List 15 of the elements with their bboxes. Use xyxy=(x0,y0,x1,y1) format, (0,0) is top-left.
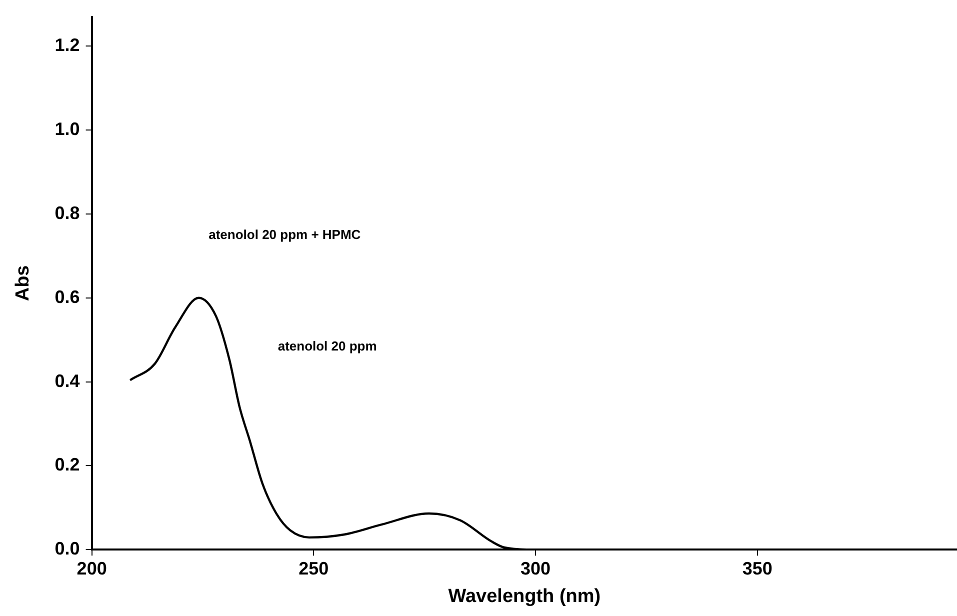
annotation: atenolol 20 ppm xyxy=(278,338,377,354)
y-tick-label: 0.6 xyxy=(54,286,80,307)
x-tick-label: 250 xyxy=(298,558,329,578)
y-tick-label: 0.2 xyxy=(54,454,80,475)
y-tick-label: 0.0 xyxy=(54,538,80,559)
y-tick-label: 1.2 xyxy=(54,35,80,56)
x-tick-label: 200 xyxy=(76,558,107,578)
x-tick-label: 350 xyxy=(742,558,772,578)
x-axis-title: Wavelength (nm) xyxy=(448,586,601,607)
y-axis-title: Abs xyxy=(12,265,34,302)
annotation: atenolol 20 ppm + HPMC xyxy=(208,226,362,242)
x-tick-label: 300 xyxy=(520,558,551,578)
y-tick-label: 0.4 xyxy=(54,370,80,391)
y-tick-label: 1.0 xyxy=(54,119,80,140)
y-tick-label: 0.8 xyxy=(54,202,80,223)
